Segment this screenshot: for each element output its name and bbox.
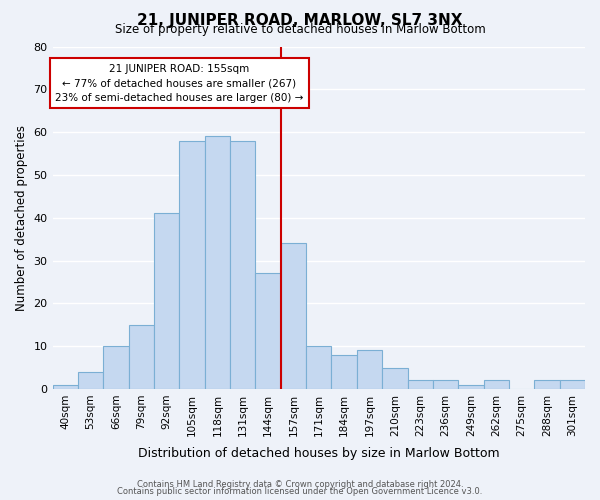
Text: Contains public sector information licensed under the Open Government Licence v3: Contains public sector information licen… xyxy=(118,487,482,496)
Bar xyxy=(128,324,154,389)
Bar xyxy=(484,380,509,389)
Bar xyxy=(179,140,205,389)
Text: 21 JUNIPER ROAD: 155sqm
← 77% of detached houses are smaller (267)
23% of semi-d: 21 JUNIPER ROAD: 155sqm ← 77% of detache… xyxy=(55,64,304,103)
Bar xyxy=(53,384,78,389)
Text: Contains HM Land Registry data © Crown copyright and database right 2024.: Contains HM Land Registry data © Crown c… xyxy=(137,480,463,489)
Bar xyxy=(256,274,281,389)
Bar xyxy=(306,346,331,389)
Bar xyxy=(382,368,407,389)
Bar xyxy=(407,380,433,389)
Bar xyxy=(534,380,560,389)
Bar xyxy=(281,244,306,389)
Bar xyxy=(103,346,128,389)
Text: Size of property relative to detached houses in Marlow Bottom: Size of property relative to detached ho… xyxy=(115,22,485,36)
Bar xyxy=(331,354,357,389)
Bar xyxy=(357,350,382,389)
Bar xyxy=(433,380,458,389)
Bar xyxy=(230,140,256,389)
Bar xyxy=(78,372,103,389)
Bar xyxy=(205,136,230,389)
Bar xyxy=(154,214,179,389)
X-axis label: Distribution of detached houses by size in Marlow Bottom: Distribution of detached houses by size … xyxy=(138,447,500,460)
Bar xyxy=(458,384,484,389)
Y-axis label: Number of detached properties: Number of detached properties xyxy=(15,124,28,310)
Text: 21, JUNIPER ROAD, MARLOW, SL7 3NX: 21, JUNIPER ROAD, MARLOW, SL7 3NX xyxy=(137,12,463,28)
Bar xyxy=(560,380,585,389)
